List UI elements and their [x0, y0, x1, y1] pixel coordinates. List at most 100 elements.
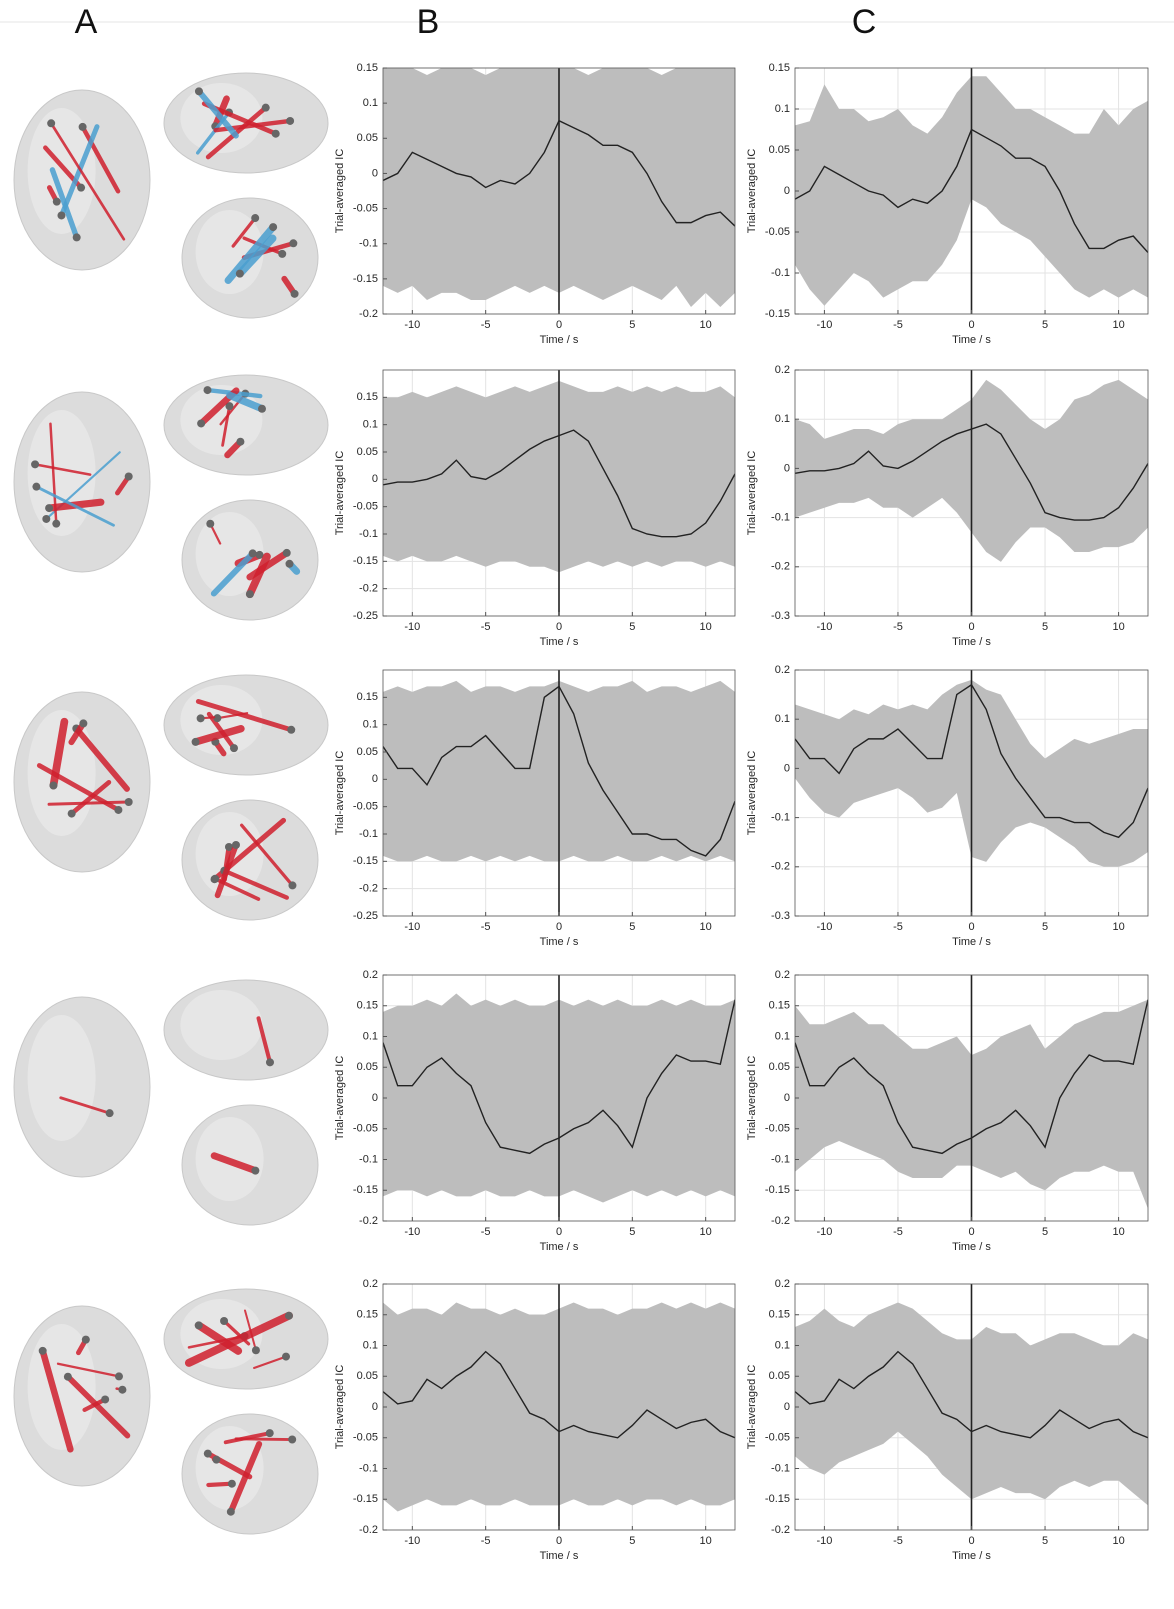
x-tick-label: 0 — [968, 1226, 974, 1238]
node — [289, 239, 297, 247]
y-axis-label: Trial-averaged IC — [746, 751, 758, 836]
x-tick-label: 0 — [556, 319, 562, 331]
y-tick-label: -0.05 — [353, 1432, 378, 1444]
y-tick-label: -0.2 — [359, 1215, 378, 1227]
x-tick-label: 0 — [556, 1535, 562, 1547]
x-tick-label: 5 — [1042, 319, 1048, 331]
y-tick-label: 0.2 — [363, 1278, 378, 1290]
y-tick-label: 0.1 — [363, 1339, 378, 1351]
node — [258, 405, 266, 413]
x-tick-label: -10 — [404, 1535, 420, 1547]
node — [206, 520, 214, 528]
x-tick-label: 5 — [629, 1535, 635, 1547]
node — [285, 1312, 293, 1320]
y-tick-label: -0.1 — [359, 528, 378, 540]
node — [251, 1167, 259, 1175]
x-tick-label: 0 — [968, 1535, 974, 1547]
node — [236, 270, 244, 278]
y-tick-label: -0.05 — [353, 501, 378, 513]
y-tick-label: 0.15 — [357, 1309, 378, 1321]
y-tick-label: 0.15 — [769, 1309, 790, 1321]
x-axis-label: Time / s — [952, 1550, 991, 1562]
y-tick-label: 0.2 — [363, 969, 378, 981]
x-tick-label: 5 — [629, 621, 635, 633]
y-tick-label: 0 — [372, 1092, 378, 1104]
y-tick-label: 0 — [372, 1401, 378, 1413]
y-tick-label: -0.2 — [359, 883, 378, 895]
x-tick-label: -10 — [816, 921, 832, 933]
brain-lobe — [180, 990, 262, 1060]
x-tick-label: 0 — [556, 921, 562, 933]
node — [283, 549, 291, 557]
y-tick-label: -0.1 — [359, 1153, 378, 1165]
node — [192, 738, 200, 746]
y-tick-label: -0.3 — [771, 910, 790, 922]
node — [286, 117, 294, 125]
x-tick-label: -5 — [893, 1535, 903, 1547]
y-tick-label: -0.1 — [771, 1153, 790, 1165]
y-tick-label: -0.2 — [771, 1524, 790, 1536]
x-axis-label: Time / s — [540, 1241, 579, 1253]
y-tick-label: -0.05 — [765, 1123, 790, 1135]
y-tick-label: -0.1 — [359, 828, 378, 840]
node — [57, 211, 65, 219]
node — [73, 233, 81, 241]
y-tick-label: 0 — [784, 1401, 790, 1413]
x-tick-label: 5 — [1042, 1535, 1048, 1547]
node — [47, 119, 55, 127]
x-tick-label: 0 — [556, 1226, 562, 1238]
node — [106, 1109, 114, 1117]
x-tick-label: 10 — [700, 319, 712, 331]
node — [101, 1395, 109, 1403]
y-tick-label: 0 — [372, 473, 378, 485]
node — [236, 438, 244, 446]
x-axis-label: Time / s — [952, 636, 991, 648]
y-tick-label: -0.2 — [771, 561, 790, 573]
node — [77, 184, 85, 192]
x-tick-label: 10 — [700, 621, 712, 633]
x-axis-label: Time / s — [540, 334, 579, 346]
y-tick-label: 0.15 — [357, 691, 378, 703]
x-tick-label: 0 — [968, 621, 974, 633]
y-tick-label: 0.1 — [775, 103, 790, 115]
y-axis-label: Trial-averaged IC — [334, 751, 346, 836]
x-axis-label: Time / s — [952, 1241, 991, 1253]
node — [53, 198, 61, 206]
node — [39, 1347, 47, 1355]
y-tick-label: -0.1 — [359, 238, 378, 250]
x-tick-label: -5 — [893, 1226, 903, 1238]
y-tick-label: -0.15 — [353, 555, 378, 567]
x-tick-label: 10 — [700, 921, 712, 933]
y-tick-label: -0.15 — [353, 855, 378, 867]
x-tick-label: 10 — [700, 1226, 712, 1238]
x-tick-label: 10 — [1112, 1535, 1124, 1547]
x-tick-label: -10 — [816, 319, 832, 331]
y-tick-label: -0.1 — [771, 812, 790, 824]
node — [64, 1373, 72, 1381]
y-tick-label: -0.25 — [353, 610, 378, 622]
node — [272, 130, 280, 138]
y-tick-label: 0.15 — [769, 1000, 790, 1012]
y-tick-label: -0.15 — [353, 273, 378, 285]
y-tick-label: -0.15 — [765, 1184, 790, 1196]
node — [252, 1346, 260, 1354]
x-tick-label: -5 — [481, 621, 491, 633]
x-axis-label: Time / s — [540, 1550, 579, 1562]
x-tick-label: -5 — [893, 921, 903, 933]
x-tick-label: -10 — [404, 921, 420, 933]
node — [211, 875, 219, 883]
node — [197, 714, 205, 722]
x-axis-label: Time / s — [540, 936, 579, 948]
x-tick-label: -10 — [404, 1226, 420, 1238]
y-tick-label: -0.15 — [765, 308, 790, 320]
x-tick-label: 5 — [629, 1226, 635, 1238]
node — [195, 1321, 203, 1329]
y-axis-label: Trial-averaged IC — [334, 149, 346, 234]
node — [266, 1429, 274, 1437]
node — [79, 123, 87, 131]
node — [79, 719, 87, 727]
